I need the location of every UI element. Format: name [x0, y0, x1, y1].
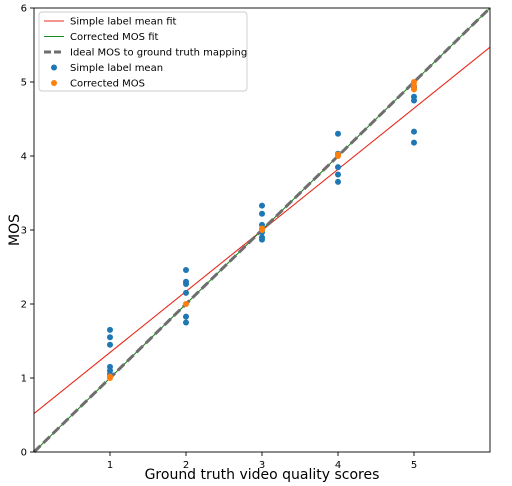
y-tick-label: 1 — [21, 374, 27, 385]
y-tick-label: 4 — [21, 152, 27, 163]
data-point — [411, 139, 417, 146]
data-point — [183, 319, 189, 326]
legend-label: Simple label mean — [70, 63, 163, 74]
y-axis-title: MOS — [7, 214, 23, 246]
legend-box — [38, 11, 248, 92]
data-point — [183, 313, 189, 320]
data-point — [335, 151, 341, 158]
legend-label: Corrected MOS fit — [70, 32, 159, 43]
data-point — [183, 301, 189, 307]
data-point — [183, 281, 189, 288]
x-tick-label: 2 — [183, 460, 189, 471]
data-point — [259, 225, 265, 232]
legend-marker-swatch — [51, 64, 57, 71]
x-axis-title: Ground truth video quality scores — [145, 467, 380, 483]
data-point — [259, 202, 265, 209]
data-point — [259, 210, 265, 217]
legend: Simple label mean fit Corrected MOS fit Id… — [38, 11, 248, 92]
data-point — [411, 86, 417, 93]
y-tick-label: 6 — [21, 4, 27, 15]
axes-layer: 1 2 3 4 5 0 1 2 3 4 5 6 Ground truth video quality s… — [7, 4, 491, 483]
data-point — [183, 289, 189, 296]
y-tick-label: 0 — [21, 448, 27, 459]
data-point — [335, 130, 341, 137]
data-point — [411, 97, 417, 104]
y-tick-label: 5 — [21, 78, 27, 89]
data-point — [183, 266, 189, 273]
data-point — [411, 128, 417, 135]
data-point — [335, 178, 341, 185]
y-tick-label: 2 — [21, 300, 27, 311]
data-point — [107, 334, 113, 341]
x-tick-label: 5 — [411, 460, 417, 471]
legend-label: Simple label mean fit — [70, 17, 177, 28]
data-point — [259, 236, 265, 243]
data-point — [335, 164, 341, 171]
series-layer — [32, 6, 492, 454]
x-tick-label: 3 — [259, 460, 265, 471]
legend-marker-swatch — [51, 80, 57, 86]
data-point — [107, 373, 113, 380]
x-tick-label: 1 — [107, 460, 113, 471]
data-point — [107, 326, 113, 333]
legend-label: Corrected MOS — [70, 79, 145, 90]
data-point — [107, 341, 113, 348]
legend-label: Ideal MOS to ground truth mapping — [70, 48, 247, 59]
data-point — [335, 171, 341, 178]
y-tick-label: 3 — [21, 226, 27, 237]
x-tick-label: 4 — [335, 460, 341, 471]
